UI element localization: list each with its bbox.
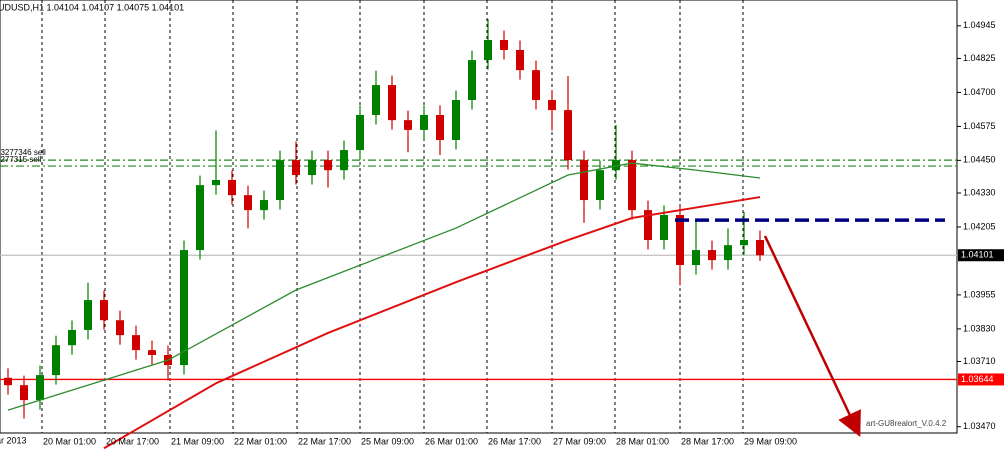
candle-body <box>580 160 588 201</box>
y-tick-label: 1.04825 <box>963 53 996 63</box>
x-tick-label: 27 Mar 09:00 <box>553 436 606 446</box>
price-tag <box>958 249 1004 262</box>
candle-body <box>356 114 364 151</box>
candle-body <box>692 250 700 266</box>
candle-body <box>724 245 732 261</box>
x-tick-label: 20 Mar 17:00 <box>106 436 159 446</box>
order-label: 73277346 sell <box>0 148 46 157</box>
x-start-label: ar 2013 <box>0 435 27 445</box>
candle-body <box>180 250 188 366</box>
x-tick-label: 20 Mar 01:00 <box>43 436 96 446</box>
candle-body <box>564 110 572 161</box>
price-tag <box>958 373 1004 386</box>
x-tick-label: 22 Mar 17:00 <box>298 436 351 446</box>
candle-body <box>308 160 316 176</box>
candle-body <box>100 300 108 321</box>
candle-body <box>628 160 636 211</box>
candle-body <box>132 335 140 351</box>
candle-body <box>644 210 652 241</box>
candle-body <box>84 300 92 330</box>
order-label: 3277315 sell <box>0 155 42 164</box>
plot <box>0 0 957 450</box>
candle-body <box>708 250 716 261</box>
arrow <box>763 235 861 438</box>
candle-body <box>292 160 300 176</box>
candle-body <box>596 170 604 201</box>
price-tag-label: 1.03644 <box>961 374 994 384</box>
moving-average <box>103 196 761 450</box>
candle-body <box>516 50 524 71</box>
x-tick-label: 25 Mar 09:00 <box>361 436 414 446</box>
plot-area <box>0 0 958 434</box>
candle-body <box>68 329 76 346</box>
candle-body <box>420 114 428 130</box>
moving-average <box>7 162 761 411</box>
candle-body <box>116 320 124 336</box>
candle-body <box>484 39 492 61</box>
candle-body <box>36 375 44 401</box>
candle-body <box>340 150 348 171</box>
candle-body <box>660 215 668 241</box>
x-tick-label: 28 Mar 17:00 <box>681 436 734 446</box>
y-tick-label: 1.04205 <box>963 221 996 231</box>
candle-body <box>212 179 220 186</box>
candle-body <box>452 100 460 140</box>
x-tick-label: 28 Mar 01:00 <box>616 436 669 446</box>
candle-body <box>20 385 28 401</box>
x-tick-label: 22 Mar 01:00 <box>234 436 287 446</box>
candle-body <box>468 60 476 101</box>
x-tick-label: 26 Mar 01:00 <box>425 436 478 446</box>
candle-body <box>276 160 284 201</box>
candle-body <box>244 195 252 211</box>
candle-body <box>756 240 764 256</box>
y-tick-label: 1.03830 <box>963 323 996 333</box>
x-tick-label: 29 Mar 09:00 <box>744 436 797 446</box>
y-tick-label: 1.04700 <box>963 87 996 97</box>
y-tick-label: 1.04945 <box>963 20 996 30</box>
candle-body <box>4 377 12 386</box>
x-tick-label: 21 Mar 09:00 <box>171 436 224 446</box>
candle-body <box>500 39 508 51</box>
candle-body <box>436 114 444 140</box>
candle-body <box>740 240 748 246</box>
candle-body <box>612 160 620 171</box>
y-tick-label: 1.04450 <box>963 155 996 165</box>
candle-body <box>196 185 204 251</box>
x-tick-label: 26 Mar 17:00 <box>488 436 541 446</box>
candle-body <box>404 120 412 130</box>
y-tick-label: 1.03470 <box>963 421 996 431</box>
candle-body <box>260 200 268 211</box>
candle-body <box>228 179 236 196</box>
candle-body <box>548 100 556 111</box>
y-tick-label: 1.03710 <box>963 356 996 366</box>
candle-body <box>388 85 396 121</box>
candle-body <box>148 350 156 355</box>
chart-title: AUDUSD,H1 1.04104 1.04107 1.04075 1.0410… <box>0 2 184 12</box>
footer: art-GU8realort_V.0.4.2 <box>866 419 947 428</box>
y-tick-label: 1.04330 <box>963 187 996 197</box>
candle-body <box>324 160 332 171</box>
price-tag-label: 1.04101 <box>961 250 994 260</box>
candle-body <box>676 215 684 266</box>
candle-body <box>52 345 60 376</box>
candle-body <box>372 85 380 115</box>
y-tick-label: 1.04575 <box>963 121 996 131</box>
y-tick-label: 1.03955 <box>963 289 996 299</box>
candle-body <box>532 70 540 101</box>
